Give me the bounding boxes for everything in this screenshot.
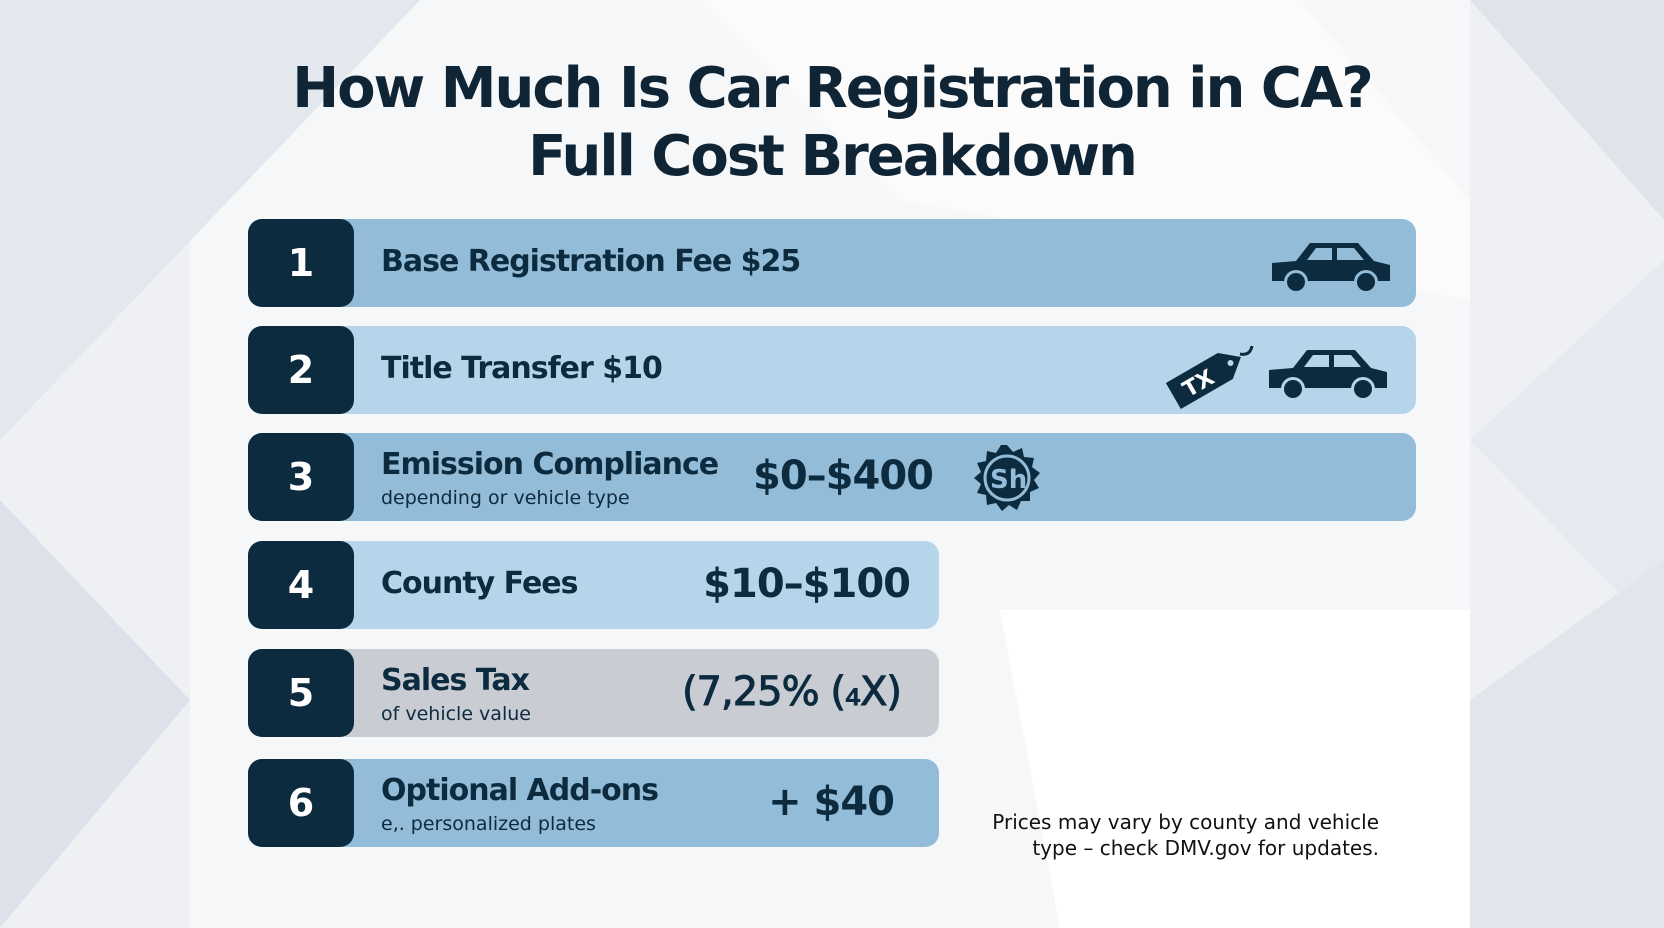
tax-tag-icon: TX [1165,345,1254,409]
cost-row-optional-addons: 6 Optional Add-ons e,. personalized plat… [248,759,939,847]
row-number: 4 [248,541,354,629]
row-label: Title Transfer $10 [381,351,663,386]
row-label: Emission Compliance [381,447,719,482]
row-value: + $40 [768,779,895,825]
row-number: 2 [248,326,354,414]
row-label: Optional Add-ons [381,773,659,808]
footnote: Prices may vary by county and vehicle ty… [992,809,1379,861]
car-icon [1269,350,1387,401]
row-number: 6 [248,759,354,847]
row-label: Base Registration Fee $25 [381,244,801,279]
cost-row-sales-tax: 5 Sales Tax of vehicle value (7,25% (₄X) [248,649,939,737]
row-sublabel: e,. personalized plates [381,813,596,835]
row-label: County Fees [381,566,579,601]
row-sublabel: depending or vehicle type [381,487,630,509]
row-value: $10–$100 [703,561,911,607]
cost-row-title-transfer: 2 Title Transfer $10 TX [248,326,1416,414]
footnote-line1: Prices may vary by county and vehicle [992,810,1379,834]
smog-badge-icon: Sh [974,445,1040,511]
row-label: Sales Tax [381,663,530,698]
cost-row-emission: 3 Emission Compliance depending or vehic… [248,433,1416,521]
row-value: $0–$400 [753,453,934,499]
badge-text: Sh [990,465,1027,495]
page-title-line1: How Much Is Car Registration in CA? [292,56,1374,121]
row-number: 5 [248,649,354,737]
page-title-line2: Full Cost Breakdown [528,124,1138,189]
footnote-line2: type – check DMV.gov for updates. [1032,836,1379,860]
cost-row-base-registration: 1 Base Registration Fee $25 [248,219,1416,307]
row-sublabel: of vehicle value [381,703,531,725]
cost-row-county-fees: 4 County Fees $10–$100 [248,541,939,629]
row-number: 1 [248,219,354,307]
car-icon [1272,243,1390,294]
row-value: (7,25% (₄X) [681,669,902,716]
row-number: 3 [248,433,354,521]
